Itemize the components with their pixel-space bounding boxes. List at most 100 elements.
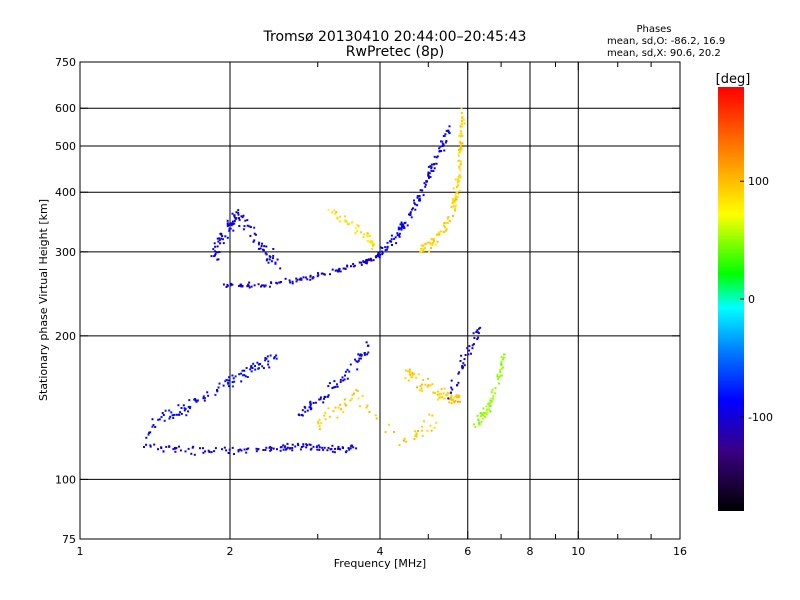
echo-point [368,240,371,243]
echo-point [170,411,173,414]
echo-point [498,376,501,379]
echo-point [357,359,360,362]
echo-point [349,399,352,402]
echo-point [269,446,272,448]
echo-point [218,237,220,240]
echo-point [157,448,159,451]
echo-point [390,240,393,243]
echo-point [440,392,443,395]
colorbar-label: [deg] [716,72,751,87]
echo-point [422,379,425,382]
echo-point [427,174,430,177]
echo-point [320,422,323,424]
echo-point [331,450,334,453]
echo-point [264,252,267,255]
echo-point [318,448,321,451]
echo-point [458,151,461,154]
echo-point [248,286,251,289]
echo-point [216,389,219,392]
echo-point [199,447,201,450]
echo-point [491,388,494,391]
echo-point [431,238,434,241]
echo-point [430,166,433,169]
echo-point [488,408,491,411]
echo-point [480,420,483,423]
echo-point [489,397,492,400]
echo-point [356,360,359,363]
echo-point [421,189,424,192]
echo-point [356,390,359,392]
echo-point [216,258,219,261]
echo-point [309,406,312,409]
echo-point [440,150,443,152]
echo-point [468,345,471,348]
echo-point [457,195,459,198]
echo-point [255,450,258,453]
echo-point [179,411,182,414]
echo-point [192,445,195,448]
echo-point [458,165,461,168]
echo-point [400,221,403,224]
echo-point [219,242,221,245]
echo-point [360,231,362,234]
echo-point [317,422,320,425]
echo-point [488,402,491,405]
echo-point [418,198,421,201]
echo-point [452,205,455,208]
echo-point [460,354,463,357]
echo-point [327,407,330,410]
echo-point [238,225,241,227]
echo-point [499,368,502,371]
echo-point [358,261,361,264]
echo-point [168,445,171,448]
echo-point [178,413,181,416]
echo-point [447,131,450,134]
echo-point [318,398,321,401]
echo-point [151,425,154,428]
echo-point [361,394,364,397]
echo-point [202,447,204,450]
echo-point [195,400,198,403]
echo-point [413,373,416,375]
echo-point [162,414,165,416]
echo-point [262,449,265,451]
echo-point [459,176,462,179]
echo-point [328,382,331,385]
echo-point [291,282,294,285]
echo-point [431,244,434,246]
echo-point [343,398,346,401]
echo-point [327,385,330,388]
echo-point [436,393,439,396]
echo-point [270,260,273,263]
echo-point [480,412,483,415]
echo-point [420,244,423,247]
echo-point [274,261,277,264]
echo-point [317,421,320,423]
echo-point [459,135,462,138]
echo-point [457,396,460,399]
echo-point [424,247,427,250]
echo-point [344,370,347,373]
echo-point [168,417,171,420]
echo-point [462,118,465,121]
echo-point [358,354,361,357]
echo-point [275,357,278,360]
echo-point [304,410,307,413]
echo-point [306,278,309,281]
echo-point [334,212,337,215]
y-tick-label: 400 [55,186,76,199]
echo-point [250,370,253,373]
echo-point [408,213,410,216]
echo-point [257,363,260,366]
echo-point [419,189,422,192]
echo-point [331,268,334,271]
echo-point [381,251,384,254]
echo-point [302,443,305,446]
echo-point [476,414,479,417]
echo-point [376,254,379,257]
echo-point [160,447,163,449]
echo-point [337,270,339,273]
echo-point [351,393,354,396]
echo-point [240,372,243,375]
echo-point [435,233,438,236]
